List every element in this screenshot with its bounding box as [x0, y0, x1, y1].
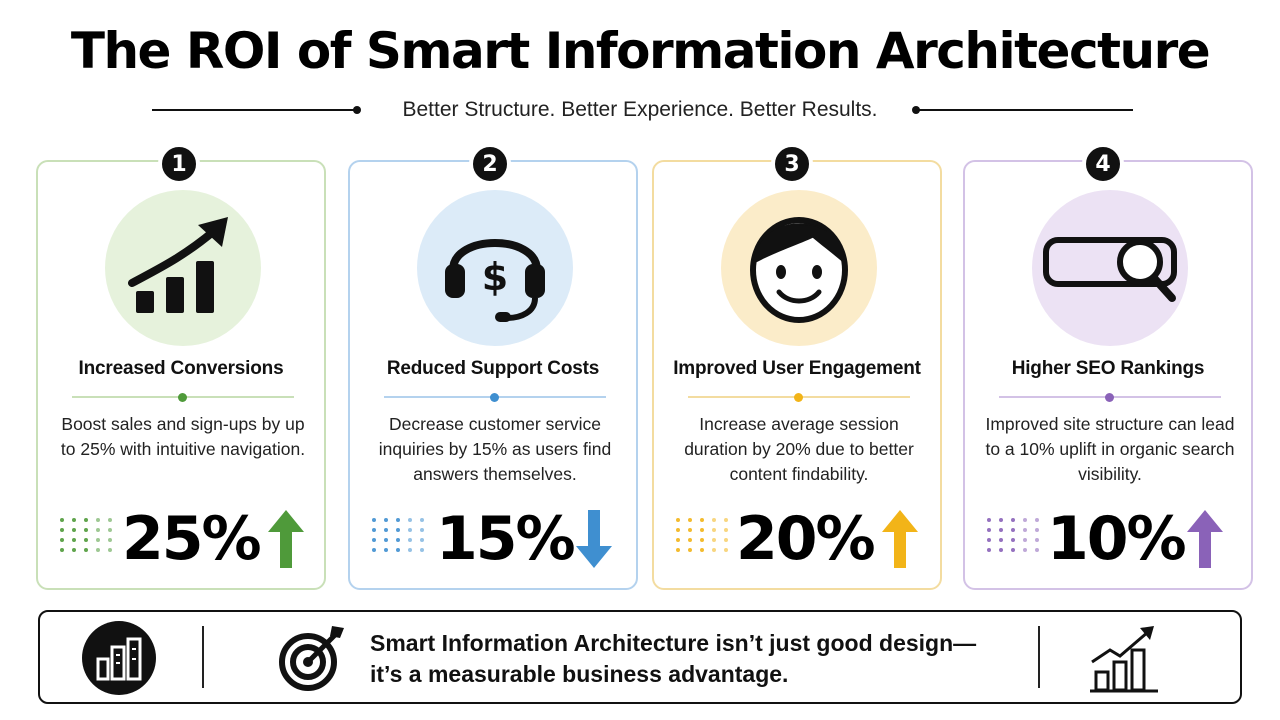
- card-3-number-badge: 3: [771, 143, 813, 185]
- footer-banner: Smart Information Architecture isn’t jus…: [38, 610, 1242, 704]
- card-4-title: Higher SEO Rankings: [1011, 358, 1205, 379]
- card-2-number-badge: 2: [469, 143, 511, 185]
- bar-chart-growth-icon: [128, 217, 228, 313]
- card-2-stat: 15%: [436, 504, 576, 574]
- card-increased-conversions: Increased Conversions Boost sales and si…: [36, 160, 326, 590]
- card-1-icon-circle: [105, 190, 261, 346]
- card-1-number-badge: 1: [158, 143, 200, 185]
- footer-message-line-2: it’s a measurable business advantage.: [370, 661, 789, 687]
- page-title: The ROI of Smart Information Architectur…: [70, 22, 1211, 80]
- footer-message-line-1: Smart Information Architecture isn’t jus…: [370, 630, 977, 656]
- card-1-description: Boost sales and sign-ups by up to 25% wi…: [60, 414, 306, 459]
- card-1-dot-pattern: [60, 518, 120, 558]
- card-4-description: Improved site structure can lead to a 10…: [985, 414, 1235, 484]
- card-3-description: Increase average session duration by 20%…: [684, 414, 914, 484]
- card-2-divider: [384, 393, 606, 402]
- card-4-icon-circle: [1032, 190, 1188, 346]
- arrow-down-icon: [576, 510, 612, 568]
- card-3-icon-circle: [721, 190, 877, 346]
- card-4-dot-pattern: [987, 518, 1047, 558]
- arrow-up-icon: [882, 510, 918, 568]
- card-1-stat: 25%: [122, 504, 262, 574]
- card-3-stat: 20%: [736, 504, 876, 574]
- card-4-stat: 10%: [1047, 504, 1187, 574]
- svg-text:$: $: [482, 255, 508, 299]
- card-4-number-badge: 4: [1082, 143, 1124, 185]
- subtitle-rule-left: [152, 106, 361, 114]
- building-chart-icon: [82, 621, 156, 695]
- card-2-description: Decrease customer service inquiries by 1…: [378, 414, 612, 484]
- headset-dollar-icon: $: [445, 239, 545, 322]
- subtitle-row: Better Structure. Better Experience. Bet…: [0, 96, 1280, 126]
- growth-chart-icon: [1090, 626, 1158, 693]
- subtitle-rule-right: [912, 106, 1133, 114]
- card-4-divider: [999, 393, 1221, 402]
- card-3-title: Improved User Engagement: [673, 358, 921, 379]
- card-2-icon-circle: $: [417, 190, 573, 346]
- arrow-up-icon: [1187, 510, 1223, 568]
- card-2-dot-pattern: [372, 518, 432, 558]
- search-bar-magnifier-icon: [1043, 237, 1177, 302]
- card-2-title: Reduced Support Costs: [386, 358, 600, 379]
- card-1-title: Increased Conversions: [78, 358, 284, 379]
- card-improved-user-engagement: Improved User Engagement Increase averag…: [652, 160, 942, 590]
- card-3-divider: [688, 393, 910, 402]
- footer-divider-left: [202, 626, 204, 688]
- card-higher-seo-rankings: Higher SEO Rankings Improved site struct…: [963, 160, 1253, 590]
- page-subtitle: Better Structure. Better Experience. Bet…: [402, 98, 878, 121]
- arrow-up-icon: [268, 510, 304, 568]
- card-reduced-support-costs: $ Reduced Support Costs Decrease custome…: [348, 160, 638, 590]
- footer-divider-right: [1038, 626, 1040, 688]
- target-arrow-icon: [279, 626, 344, 691]
- footer-message: Smart Information Architecture isn’t jus…: [370, 628, 990, 690]
- smiling-face-icon: [750, 217, 848, 323]
- card-3-dot-pattern: [676, 518, 736, 558]
- card-1-divider: [72, 393, 294, 402]
